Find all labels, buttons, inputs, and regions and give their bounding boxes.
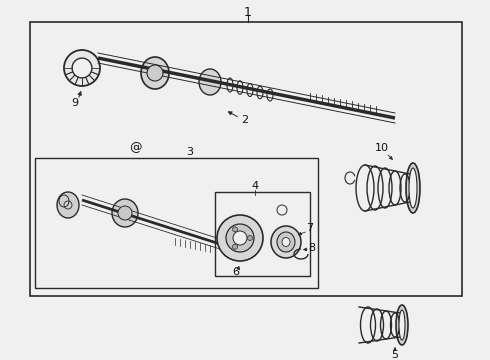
Ellipse shape	[57, 192, 79, 218]
Text: @: @	[129, 141, 141, 154]
Ellipse shape	[406, 163, 420, 213]
Bar	[30, 22, 462, 296]
Circle shape	[233, 231, 247, 245]
Text: 7: 7	[306, 223, 314, 233]
Bar	[35, 158, 318, 288]
Circle shape	[72, 58, 92, 78]
Text: 6: 6	[232, 267, 240, 277]
Circle shape	[247, 235, 252, 240]
Circle shape	[232, 227, 238, 232]
Circle shape	[118, 206, 132, 220]
Ellipse shape	[271, 226, 301, 258]
Text: 9: 9	[72, 98, 78, 108]
Text: 10: 10	[375, 143, 389, 153]
Ellipse shape	[282, 238, 290, 247]
Ellipse shape	[399, 310, 405, 340]
Circle shape	[232, 244, 238, 249]
Text: 3: 3	[187, 147, 194, 157]
Text: 4: 4	[251, 181, 259, 191]
Bar	[215, 192, 310, 276]
Ellipse shape	[141, 57, 169, 89]
Ellipse shape	[199, 69, 221, 95]
Text: 8: 8	[308, 243, 316, 253]
Circle shape	[64, 50, 100, 86]
Circle shape	[147, 65, 163, 81]
Ellipse shape	[396, 305, 408, 345]
Ellipse shape	[277, 232, 295, 252]
Text: 2: 2	[242, 115, 248, 125]
Ellipse shape	[409, 168, 417, 208]
Ellipse shape	[112, 199, 138, 227]
Text: 5: 5	[392, 350, 398, 360]
Circle shape	[217, 215, 263, 261]
Circle shape	[226, 224, 254, 252]
Text: 1: 1	[244, 5, 252, 18]
